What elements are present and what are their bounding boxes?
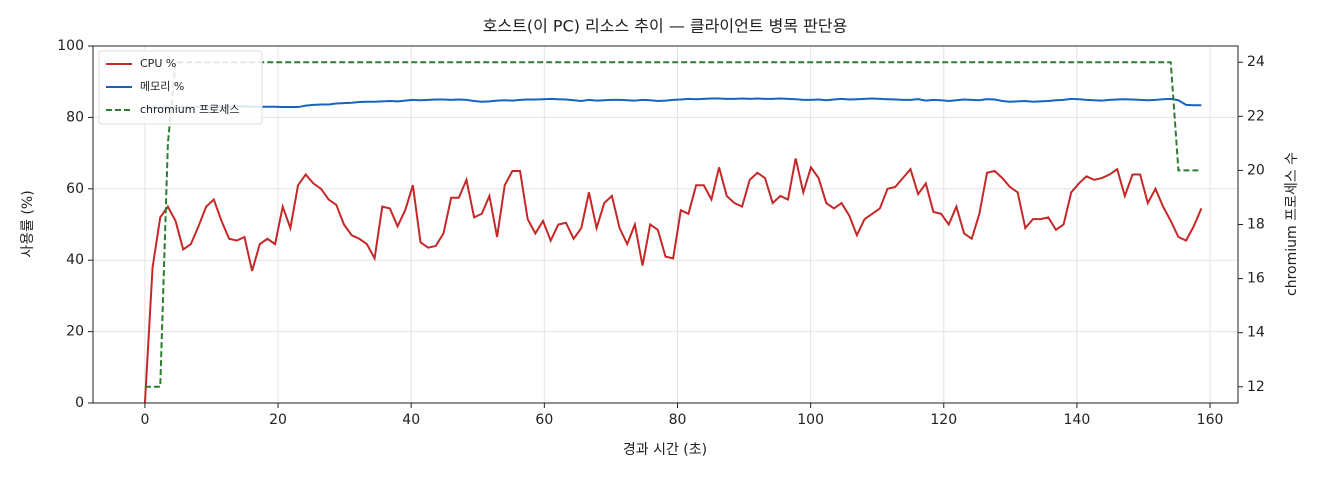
- chart-title: 호스트(이 PC) 리소스 추이 — 클라이언트 병목 판단용: [483, 17, 848, 36]
- y2-tick-label: 12: [1247, 379, 1265, 395]
- y-tick-label: 20: [66, 324, 84, 340]
- x-axis-label: 경과 시간 (초): [623, 442, 707, 458]
- x-tick-label: 140: [1064, 412, 1091, 428]
- series-line: [144, 97, 1202, 110]
- y-tick-label: 40: [66, 252, 84, 268]
- y-tick-label: 80: [66, 109, 84, 125]
- y2-tick-label: 16: [1247, 271, 1265, 287]
- y2-tick-label: 24: [1247, 54, 1265, 70]
- y2-tick-label: 14: [1247, 325, 1265, 341]
- legend: CPU % 메모리 % chromium 프로세스: [98, 50, 263, 125]
- x-tick-label: 60: [535, 412, 553, 428]
- series-line: [143, 158, 1203, 403]
- legend-box: [98, 50, 263, 125]
- x-tick-label: 120: [930, 412, 957, 428]
- legend-label: chromium 프로세스: [140, 103, 239, 116]
- legend-label: CPU %: [140, 57, 176, 70]
- y-tick-label: 60: [66, 181, 84, 197]
- y2-tick-label: 22: [1247, 108, 1265, 124]
- y-axis-label: 사용률 (%): [20, 190, 36, 257]
- x-tick-label: 100: [797, 412, 824, 428]
- x-tick-label: 20: [269, 412, 287, 428]
- y2-tick-label: 20: [1247, 162, 1265, 178]
- y-tick-label: 0: [75, 395, 84, 411]
- x-tick-label: 160: [1197, 412, 1224, 428]
- x-tick-label: 0: [140, 412, 149, 428]
- y-tick-label: 100: [57, 38, 84, 54]
- series-line: [144, 61, 1202, 388]
- legend-label: 메모리 %: [140, 80, 184, 93]
- x-tick-label: 80: [669, 412, 687, 428]
- y2-tick-label: 18: [1247, 217, 1265, 233]
- y2-axis-label: chromium 프로세스 수: [1284, 152, 1300, 296]
- plot-frame: [92, 45, 1239, 404]
- x-tick-label: 40: [402, 412, 420, 428]
